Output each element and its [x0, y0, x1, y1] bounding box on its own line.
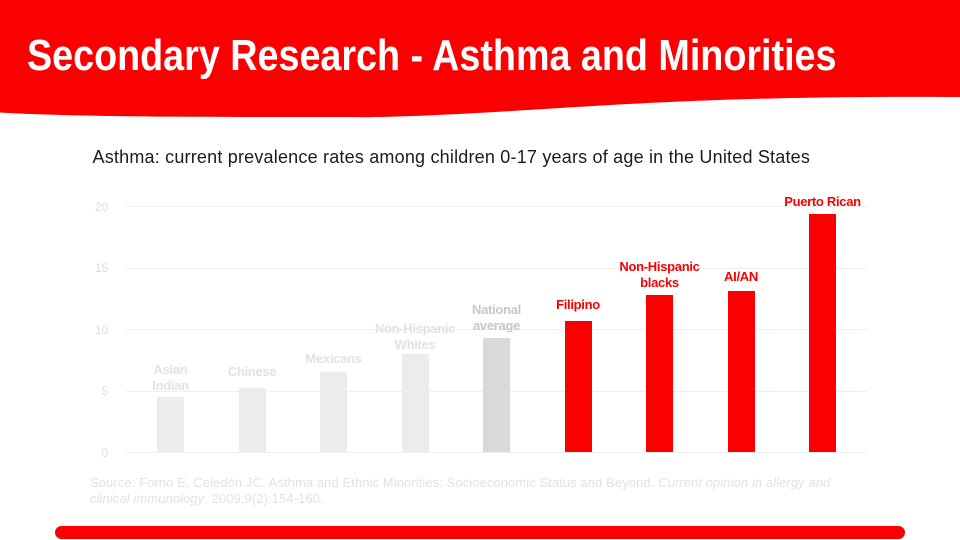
y-tick-label-10: 10 — [95, 322, 108, 337]
gridline-15 — [125, 267, 867, 269]
bar-label-national-average: National average — [472, 301, 521, 333]
bar-mexicans — [320, 372, 347, 452]
bar-label-chinese: Chinese — [227, 363, 277, 379]
chart-title: Asthma: current prevalence rates among c… — [92, 146, 811, 167]
gridline-10 — [125, 329, 867, 331]
y-tick-label-15: 15 — [95, 261, 108, 276]
bar-national-average — [483, 337, 510, 452]
y-tick-label-20: 20 — [95, 199, 108, 214]
bar-label-ai-an: AI/AN — [724, 268, 758, 284]
y-tick-label-0: 0 — [101, 445, 109, 460]
header-wave-shape — [0, 0, 960, 118]
bar-label-puerto-rican: Puerto Rican — [784, 193, 861, 209]
bar-non-hispanic-blacks — [646, 294, 673, 452]
gridline-20 — [125, 206, 867, 208]
bar-label-asian-indian: Asian Indian — [152, 361, 189, 393]
citation-line-1: Source: Forno E, Celedón JC. Asthma and … — [90, 475, 831, 490]
citation-line-2: clinical immunology. 2009;9(2):154-160. — [90, 490, 324, 506]
bar-label-mexicans: Mexicans — [305, 351, 362, 367]
bar-non-hispanic-whites — [401, 353, 429, 452]
bar-label-non-hispanic-blacks: Non-Hispanic blacks — [619, 258, 700, 290]
bar-ai-an — [727, 291, 755, 452]
y-tick-label-5: 5 — [101, 384, 109, 399]
slide-title: Secondary Research - Asthma and Minoriti… — [27, 31, 837, 80]
footer-accent-band — [55, 526, 905, 539]
bar-asian-indian — [157, 396, 184, 452]
bar-label-filipino: Filipino — [556, 296, 600, 312]
bar-puerto-rican — [809, 213, 836, 452]
gridline-0 — [125, 452, 867, 453]
bar-chinese — [238, 388, 266, 452]
bar-label-non-hispanic-whites: Non-Hispanic Whites — [374, 321, 456, 353]
bar-filipino — [564, 320, 592, 452]
source-citation: Source: Forno E, Celedón JC. Asthma and … — [90, 475, 830, 507]
